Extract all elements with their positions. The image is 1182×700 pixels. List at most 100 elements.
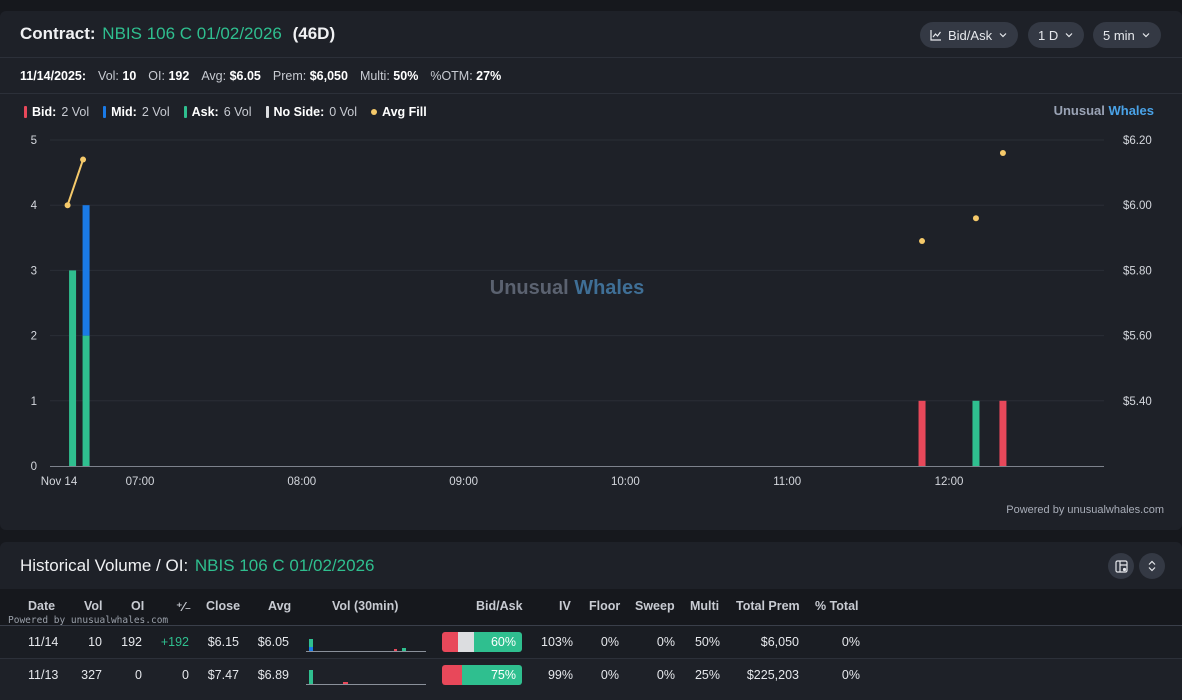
stats-avg: $6.05 [229, 68, 261, 83]
cell-avg: $6.89 [257, 668, 289, 682]
y-right-tick-label: $5.60 [1123, 331, 1152, 343]
chart-mode-label: Bid/Ask [948, 27, 993, 43]
stats-multi: 50% [393, 68, 419, 83]
table-row[interactable]: 11/13 327 0 0 $7.47 $6.89 75% 99% 0% 0% … [0, 658, 1182, 690]
contract-label: Contract: [20, 24, 96, 43]
y-left-tick-label: 5 [31, 135, 37, 147]
ask-swatch [183, 106, 187, 118]
columns-icon [1114, 559, 1128, 573]
legend-ask[interactable]: Ask: 6 Vol [183, 105, 252, 119]
col-floor[interactable]: Floor [589, 599, 621, 613]
stats-oi-label: OI: [148, 68, 165, 83]
cell-floor: 0% [600, 668, 619, 682]
avg-fill-line [66, 159, 85, 206]
legend-bid-value: 2 Vol [61, 105, 90, 119]
powered-by-small: Powered by unusualwhales.com [8, 615, 169, 626]
chart-mode-dropdown[interactable]: Bid/Ask [920, 22, 1019, 48]
x-tick-label: 09:00 [449, 476, 478, 488]
cell-total-prem: $225,203 [746, 668, 799, 682]
col-iv[interactable]: IV [559, 599, 571, 613]
historical-contract-name[interactable]: NBIS 106 C 01/02/2026 [194, 556, 375, 575]
chevron-down-icon [1065, 33, 1073, 38]
bid-volume-bar [999, 400, 1007, 466]
vol-30min-sparkline [306, 639, 426, 652]
legend-ask-value: 6 Vol [223, 105, 252, 119]
y-left-tick-label: 4 [31, 200, 38, 212]
cell-close: $6.15 [207, 635, 239, 649]
contract-name[interactable]: NBIS 106 C 01/02/2026 [102, 24, 282, 43]
volume-fill-chart[interactable]: 0 1 2 3 4 5 $5.40 $5.60 $5.80 $6.00 $6.20 Unusual W… [0, 131, 1182, 501]
x-tick-label: 10:00 [611, 476, 640, 488]
cell-iv: 99% [547, 668, 573, 682]
y-left-tick-label: 3 [31, 265, 37, 277]
avg-fill-point [972, 215, 979, 222]
ask-pct-label: 75% [490, 668, 516, 682]
columns-settings-button[interactable] [1108, 553, 1134, 579]
y-left-tick-label: 1 [31, 396, 37, 408]
interval-label: 5 min [1103, 27, 1135, 43]
legend-mid-value: 2 Vol [141, 105, 170, 119]
range-label: 1 D [1038, 27, 1059, 43]
col-date[interactable]: Date [28, 599, 56, 613]
avg-fill-point [80, 156, 87, 163]
cell-oi-change: 0 [182, 668, 189, 682]
ask-pct-label: 60% [490, 635, 516, 649]
col-vol-30min[interactable]: Vol (30min) [332, 599, 399, 613]
cell-vol: 327 [81, 668, 102, 682]
y-left-tick-label: 2 [31, 331, 37, 343]
legend-bid[interactable]: Bid: 2 Vol [24, 105, 89, 119]
col-vol[interactable]: Vol [84, 599, 103, 613]
interval-dropdown[interactable]: 5 min [1093, 22, 1161, 48]
stats-otm-label: %OTM: [430, 68, 473, 83]
col-close[interactable]: Close [206, 599, 241, 613]
historical-title-label: Historical Volume / OI: [20, 556, 189, 575]
col-avg[interactable]: Avg [268, 599, 292, 613]
x-tick-label: 11:00 [773, 476, 801, 488]
cell-floor: 0% [600, 635, 619, 649]
y-right-tick-label: $6.20 [1123, 135, 1152, 147]
col-sweep[interactable]: Sweep [635, 599, 675, 613]
x-tick-label: 08:00 [287, 476, 316, 488]
vol-30min-sparkline [306, 670, 426, 685]
col-oi-change[interactable]: ⁺⁄₋ [176, 600, 192, 614]
col-multi[interactable]: Multi [690, 599, 720, 613]
historical-panel: Historical Volume / OI: NBIS 106 C 01/02… [0, 542, 1182, 700]
legend-ask-label: Ask: [191, 105, 219, 119]
stats-otm: 27% [476, 68, 502, 83]
legend-avg-fill[interactable]: Avg Fill [371, 105, 427, 119]
cell-total-prem: $6,050 [760, 635, 799, 649]
col-total-prem[interactable]: Total Prem [736, 599, 800, 613]
col-oi[interactable]: OI [131, 599, 145, 613]
ask-segment: 60% [474, 632, 522, 652]
range-dropdown[interactable]: 1 D [1028, 22, 1085, 48]
stats-vol: 10 [122, 68, 137, 83]
col-bid-ask[interactable]: Bid/Ask [476, 599, 523, 613]
bid-ask-bar: 75% [442, 665, 522, 685]
cell-multi: 25% [694, 668, 720, 682]
col-pct-total[interactable]: % Total [815, 599, 859, 613]
stats-oi: 192 [168, 68, 190, 83]
stats-prem-label: Prem: [272, 68, 307, 83]
cell-vol: 10 [88, 635, 102, 649]
x-tick-label: 12:00 [935, 476, 964, 488]
ask-segment: 75% [462, 665, 522, 685]
brand-part1: Unusual [1053, 103, 1105, 118]
historical-title: Historical Volume / OI: NBIS 106 C 01/02… [20, 556, 374, 576]
ask-volume-bar [69, 270, 77, 466]
cell-oi: 0 [135, 668, 142, 682]
avg-fill-point [64, 202, 71, 209]
stats-prem: $6,050 [309, 68, 348, 83]
expand-collapse-button[interactable] [1139, 553, 1165, 579]
cell-date: 11/14 [28, 635, 59, 649]
legend-no-side[interactable]: No Side: 0 Vol [265, 105, 358, 119]
no-side-swatch [265, 106, 269, 118]
legend-mid[interactable]: Mid: 2 Vol [103, 105, 170, 119]
cell-pct-total: 0% [841, 635, 860, 649]
stats-avg-label: Avg: [201, 68, 227, 83]
avg-fill-dot [371, 109, 378, 115]
cell-multi: 50% [694, 635, 720, 649]
legend-no-side-value: 0 Vol [329, 105, 358, 119]
bid-segment [442, 632, 458, 652]
legend-bid-label: Bid: [32, 105, 57, 119]
table-row[interactable]: 11/14 10 192 +192 $6.15 $6.05 60% 103% 0… [0, 626, 1182, 658]
